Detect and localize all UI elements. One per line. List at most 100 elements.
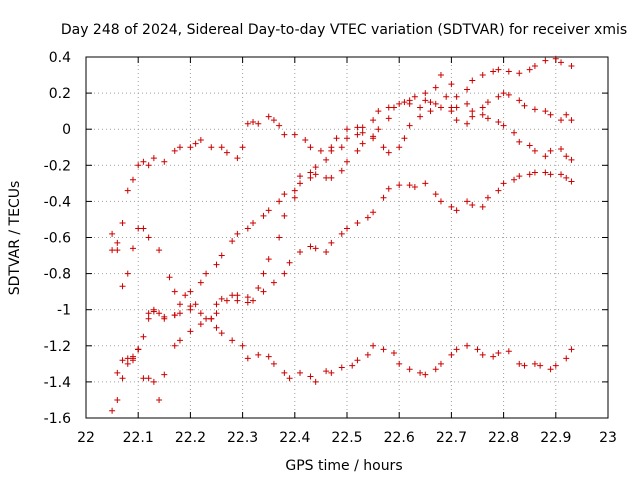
data-point: [464, 100, 471, 107]
data-point: [432, 366, 439, 373]
data-point: [500, 122, 507, 129]
data-point: [312, 245, 319, 252]
data-point: [129, 357, 136, 364]
data-point: [297, 180, 304, 187]
data-point: [150, 308, 157, 315]
data-point: [558, 117, 565, 124]
data-point: [244, 355, 251, 362]
data-point: [338, 364, 345, 371]
data-point: [401, 135, 408, 142]
data-point: [265, 207, 272, 214]
data-point: [218, 330, 225, 337]
data-point: [255, 120, 262, 127]
chart-title: Day 248 of 2024, Sidereal Day-to-day VTE…: [61, 22, 627, 38]
data-point: [526, 66, 533, 73]
data-point: [244, 299, 251, 306]
data-point: [140, 158, 147, 165]
data-point: [469, 108, 476, 115]
data-point: [406, 366, 413, 373]
data-point: [197, 310, 204, 317]
data-point: [479, 104, 486, 111]
data-point: [145, 162, 152, 169]
data-point: [396, 360, 403, 367]
data-point: [422, 90, 429, 97]
data-point: [140, 333, 147, 340]
data-point: [244, 294, 251, 301]
x-tick-label: 22.6: [384, 430, 415, 446]
data-point: [270, 360, 277, 367]
data-point: [390, 350, 397, 357]
data-point: [427, 108, 434, 115]
data-point: [568, 63, 575, 70]
data-point: [453, 207, 460, 214]
data-point: [203, 315, 210, 322]
data-point: [291, 131, 298, 138]
data-point: [145, 375, 152, 382]
data-point: [406, 182, 413, 189]
data-point: [531, 63, 538, 70]
data-point: [542, 169, 549, 176]
data-point: [333, 135, 340, 142]
data-point: [312, 164, 319, 171]
data-point: [558, 59, 565, 66]
data-point: [276, 122, 283, 129]
data-point: [516, 70, 523, 77]
data-point: [171, 288, 178, 295]
y-tick-label: -1.6: [44, 411, 71, 427]
data-point: [114, 247, 121, 254]
y-axis-label: SDTVAR / TECUs: [7, 181, 23, 296]
data-point: [260, 288, 267, 295]
data-point: [229, 292, 236, 299]
data-point: [437, 72, 444, 79]
data-point: [432, 191, 439, 198]
data-point: [176, 337, 183, 344]
data-point: [542, 57, 549, 64]
data-point: [317, 147, 324, 154]
data-point: [396, 100, 403, 107]
data-point: [432, 84, 439, 91]
data-point: [338, 167, 345, 174]
data-point: [464, 86, 471, 93]
data-point: [542, 153, 549, 160]
data-point: [187, 288, 194, 295]
data-point: [192, 140, 199, 147]
data-point: [286, 375, 293, 382]
data-point: [552, 55, 559, 62]
data-point: [218, 295, 225, 302]
data-point: [558, 171, 565, 178]
data-point: [484, 99, 491, 106]
data-point: [229, 238, 236, 245]
data-point: [505, 68, 512, 75]
data-point: [114, 369, 121, 376]
data-point: [500, 180, 507, 187]
data-point: [187, 328, 194, 335]
data-point: [448, 81, 455, 88]
data-point: [255, 285, 262, 292]
data-point: [552, 362, 559, 369]
data-point: [479, 72, 486, 79]
data-point: [161, 371, 168, 378]
data-point: [323, 156, 330, 163]
data-point: [203, 270, 210, 277]
data-point: [135, 346, 142, 353]
data-point: [490, 68, 497, 75]
data-point: [312, 171, 319, 178]
data-point: [338, 230, 345, 237]
data-point: [516, 360, 523, 367]
data-point: [161, 158, 168, 165]
data-point: [281, 270, 288, 277]
data-point: [176, 301, 183, 308]
data-point: [281, 131, 288, 138]
data-point: [359, 140, 366, 147]
data-point: [208, 315, 215, 322]
data-point: [250, 118, 257, 125]
data-point: [469, 77, 476, 84]
data-point: [145, 234, 152, 241]
data-point: [370, 133, 377, 140]
data-point: [521, 362, 528, 369]
data-point: [197, 321, 204, 328]
data-point: [156, 396, 163, 403]
data-point: [171, 342, 178, 349]
data-point: [427, 99, 434, 106]
